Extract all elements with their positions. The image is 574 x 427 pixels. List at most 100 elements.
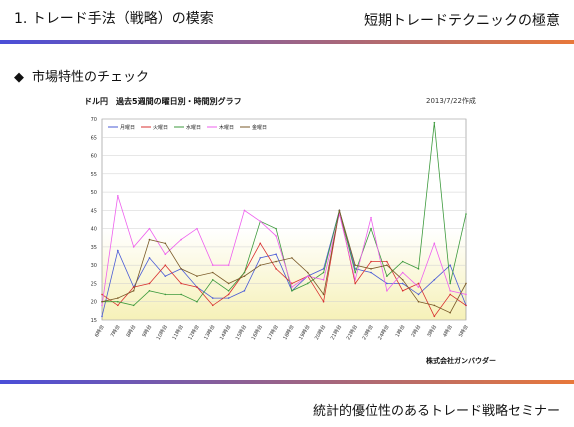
data-point (449, 264, 451, 266)
data-point (101, 293, 103, 296)
data-point (465, 282, 467, 285)
data-point (386, 260, 388, 263)
data-point (322, 271, 325, 274)
data-point (354, 268, 357, 270)
data-point (386, 282, 388, 285)
data-point (117, 300, 119, 303)
footer-text: 統計的優位性のあるトレード戦略セミナー (312, 404, 560, 419)
x-tick-label: 20時台 (313, 324, 327, 342)
data-point (227, 293, 230, 296)
data-point (164, 293, 167, 296)
data-point (117, 194, 119, 197)
data-point (196, 227, 198, 230)
series-line-火曜日 (101, 210, 467, 318)
x-tick-label: 12時台 (186, 324, 200, 342)
data-point (370, 216, 372, 219)
y-tick-label: 25 (91, 281, 97, 287)
data-point (465, 304, 467, 307)
data-point (227, 282, 230, 285)
data-point (433, 279, 436, 281)
data-point (180, 293, 182, 296)
series-line-月曜日 (101, 208, 467, 317)
data-point (291, 282, 293, 285)
data-point (275, 260, 277, 263)
data-point (306, 271, 309, 274)
section-heading: ◆ 市場特性のチェック (14, 66, 149, 85)
legend-label: 水曜日 (186, 124, 201, 131)
data-point (164, 275, 167, 277)
data-point (259, 257, 262, 259)
data-point (243, 209, 246, 212)
data-point (433, 242, 436, 245)
legend-label: 木曜日 (219, 124, 234, 131)
data-point (211, 297, 214, 299)
data-point (417, 268, 420, 270)
chart-title: ドル円 過去5週間の曜日別・時間別グラフ (84, 97, 242, 106)
x-tick-label: 22時台 (345, 324, 359, 342)
data-point (370, 260, 372, 263)
x-tick-label: 3時台 (425, 324, 438, 339)
y-tick-label: 20 (91, 300, 97, 306)
data-point (117, 297, 119, 299)
data-point (401, 260, 404, 263)
data-point (101, 300, 103, 303)
data-point (101, 315, 103, 318)
data-point (417, 282, 420, 285)
data-point (401, 289, 404, 292)
data-point (306, 282, 309, 285)
data-point (322, 268, 325, 270)
data-point (322, 300, 325, 303)
x-tick-label: 14時台 (218, 324, 232, 342)
x-tick-label: 1時台 (394, 324, 407, 339)
legend-label: 火曜日 (153, 125, 168, 131)
section-title: 市場特性のチェック (32, 70, 150, 85)
data-point (196, 300, 198, 303)
data-point (132, 246, 135, 248)
data-point (211, 264, 214, 266)
data-point (275, 235, 277, 237)
data-point (370, 268, 372, 270)
data-point (148, 227, 151, 230)
x-tick-label: 17時台 (266, 324, 280, 342)
x-tick-label: 13時台 (202, 324, 216, 342)
series-line-木曜日 (101, 195, 467, 306)
data-point (354, 271, 357, 274)
data-point (386, 264, 388, 266)
header-divider (0, 40, 574, 44)
x-tick-label: 7時台 (109, 324, 122, 339)
data-point (180, 238, 182, 241)
data-point (417, 286, 420, 288)
data-point (211, 279, 214, 281)
data-point (275, 227, 277, 230)
y-tick-label: 70 (91, 117, 97, 123)
x-tick-label: 16時台 (250, 324, 264, 342)
x-tick-label: 21時台 (329, 324, 343, 342)
data-point (401, 271, 404, 274)
data-point (164, 253, 167, 256)
legend-label: 金曜日 (252, 124, 267, 131)
x-tick-label: 10時台 (155, 324, 169, 342)
data-point (449, 293, 451, 296)
chart-date: 2013/7/22作成 (426, 97, 476, 105)
y-tick-label: 50 (91, 190, 97, 196)
data-point (243, 275, 246, 277)
data-point (180, 282, 182, 285)
data-point (354, 282, 357, 285)
data-point (132, 286, 135, 288)
x-tick-label: 11時台 (171, 324, 185, 342)
data-point (243, 271, 246, 274)
y-tick-label: 35 (91, 245, 97, 251)
data-point (227, 289, 230, 292)
data-point (164, 242, 167, 245)
data-point (449, 311, 451, 314)
data-point (433, 304, 436, 307)
x-tick-label: 24時台 (376, 324, 390, 342)
data-point (148, 257, 151, 259)
x-tick-label: 9時台 (141, 324, 154, 339)
y-tick-label: 65 (91, 135, 97, 141)
data-point (322, 279, 325, 281)
data-point (370, 271, 372, 274)
y-tick-label: 45 (91, 208, 97, 214)
data-point (259, 220, 262, 223)
x-tick-label: 18時台 (281, 324, 295, 342)
